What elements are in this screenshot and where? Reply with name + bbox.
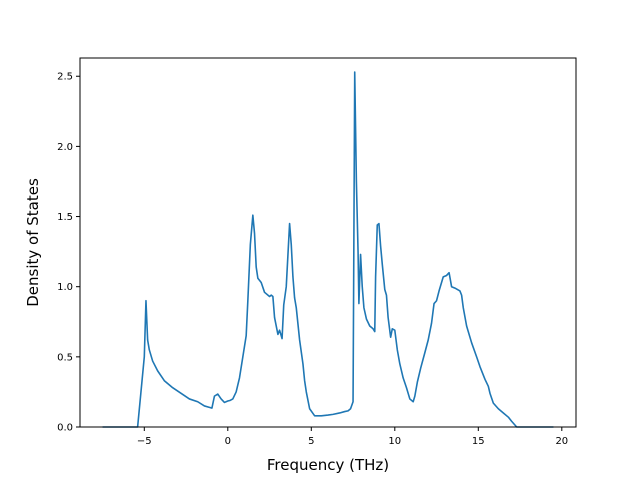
plot-frame <box>79 57 577 428</box>
x-tick-label: 0 <box>225 436 231 447</box>
x-tick-label: 15 <box>472 436 485 447</box>
plot-area <box>80 58 576 427</box>
x-axis-ticks: −5 0 5 10 15 20 <box>137 427 568 447</box>
y-tick-label: 1.5 <box>57 212 73 223</box>
y-tick-label: 0.5 <box>57 352 73 363</box>
x-axis-label: Frequency (THz) <box>267 456 389 474</box>
x-tick-label: 20 <box>555 436 568 447</box>
x-tick-label: 5 <box>308 436 314 447</box>
series-layer <box>102 71 554 428</box>
y-tick-label: 1.0 <box>57 282 73 293</box>
x-tick-label: 10 <box>388 436 401 447</box>
y-axis-label: Density of States <box>24 178 42 307</box>
y-tick-label: 2.0 <box>57 142 73 153</box>
y-tick-label: 2.5 <box>57 72 73 83</box>
y-tick-label: 0.0 <box>57 423 73 434</box>
x-tick-label: −5 <box>137 436 152 447</box>
dos-line <box>102 71 554 428</box>
y-axis-ticks: 0.0 0.5 1.0 1.5 2.0 2.5 <box>57 72 80 434</box>
